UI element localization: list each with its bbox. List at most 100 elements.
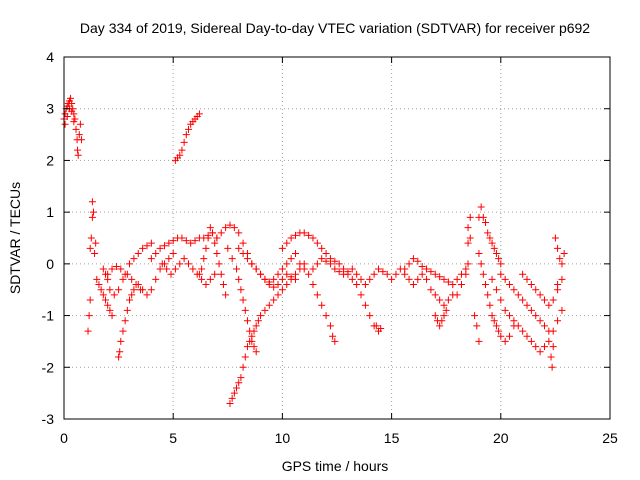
data-point: [554, 281, 562, 289]
data-point: [506, 281, 514, 289]
data-point: [115, 353, 123, 361]
data-point: [527, 337, 535, 345]
data-point: [74, 151, 82, 159]
y-tick-label: -1: [42, 308, 55, 324]
data-point: [180, 138, 188, 146]
data-point: [490, 244, 498, 252]
data-point: [184, 260, 192, 268]
data-point: [556, 255, 564, 263]
data-point: [322, 257, 330, 265]
data-point: [99, 291, 107, 299]
data-point: [418, 262, 426, 270]
data-point: [484, 291, 492, 299]
data-point: [178, 234, 186, 242]
plot-frame: [63, 56, 611, 420]
data-point: [477, 260, 485, 268]
data-point: [492, 286, 500, 294]
data-point: [440, 301, 448, 309]
data-point: [427, 286, 435, 294]
data-point: [388, 275, 396, 283]
data-point: [206, 275, 214, 283]
data-point: [497, 332, 505, 340]
data-point: [313, 260, 321, 268]
data-point: [340, 270, 348, 278]
data-point: [551, 234, 559, 242]
data-point: [224, 244, 232, 252]
chart-title: Day 334 of 2019, Sidereal Day-to-day VTE…: [80, 20, 590, 36]
data-point: [464, 239, 472, 247]
data-point: [241, 353, 249, 361]
data-point: [117, 337, 125, 345]
data-point: [239, 363, 247, 371]
data-point: [366, 275, 374, 283]
data-point: [514, 322, 522, 330]
data-point: [104, 301, 112, 309]
data-point: [523, 332, 531, 340]
data-point: [305, 231, 313, 239]
data-point: [287, 255, 295, 263]
data-point: [92, 239, 100, 247]
data-point: [243, 255, 251, 263]
data-point: [318, 244, 326, 252]
data-point: [560, 250, 568, 258]
data-point: [457, 281, 465, 289]
data-point: [77, 136, 85, 144]
data-point: [261, 275, 269, 283]
data-point: [427, 268, 435, 276]
data-point: [110, 291, 118, 299]
data-point: [283, 239, 291, 247]
data-point: [246, 327, 254, 335]
data-point: [501, 337, 509, 345]
data-point: [95, 281, 103, 289]
data-point: [211, 270, 219, 278]
x-tick-label: 10: [275, 430, 291, 446]
data-point: [97, 286, 105, 294]
data-point: [506, 332, 514, 340]
data-point: [252, 348, 260, 356]
data-point: [495, 255, 503, 263]
data-point: [536, 291, 544, 299]
data-point: [353, 281, 361, 289]
data-point: [239, 296, 247, 304]
data-point: [176, 151, 184, 159]
data-point: [283, 281, 291, 289]
data-point: [61, 120, 69, 128]
data-point: [63, 112, 71, 120]
data-point: [128, 275, 136, 283]
data-point: [453, 275, 461, 283]
data-point: [257, 312, 265, 320]
data-point: [106, 306, 114, 314]
data-point: [292, 250, 300, 258]
data-point: [202, 244, 210, 252]
data-point: [523, 301, 531, 309]
data-point: [431, 270, 439, 278]
data-point: [318, 301, 326, 309]
data-point: [309, 234, 317, 242]
data-point: [322, 312, 330, 320]
data-point: [370, 270, 378, 278]
data-point: [86, 296, 94, 304]
data-point: [217, 270, 225, 278]
data-point: [532, 286, 540, 294]
x-tick-label: 25: [602, 430, 618, 446]
data-point: [152, 250, 160, 258]
data-point: [558, 260, 566, 268]
data-point: [488, 239, 496, 247]
data-point: [206, 224, 214, 232]
data-point: [532, 343, 540, 351]
data-point: [84, 327, 92, 335]
data-point: [497, 270, 505, 278]
data-point: [558, 275, 566, 283]
data-point: [165, 239, 173, 247]
data-point: [248, 260, 256, 268]
data-point: [160, 242, 168, 250]
data-point: [235, 229, 243, 237]
data-point: [482, 281, 490, 289]
data-point: [68, 107, 76, 115]
data-point: [126, 296, 134, 304]
data-point: [180, 255, 188, 263]
data-point: [326, 322, 334, 330]
data-point: [335, 268, 343, 276]
data-point: [182, 131, 190, 139]
